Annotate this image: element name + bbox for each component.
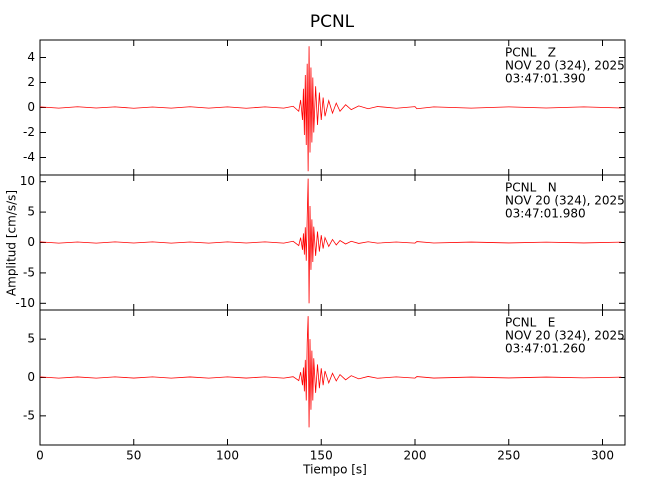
trace-annotation: 03:47:01.980 [505,207,586,221]
x-tick-label: 50 [126,449,141,463]
x-tick-label: 100 [216,449,239,463]
y-tick-label: 0 [27,100,35,114]
y-tick-label: -2 [23,125,35,139]
trace-annotation: PCNL E [505,316,555,330]
y-tick-label: -4 [23,150,35,164]
y-tick-label: -5 [23,408,35,422]
y-tick-label: -5 [23,265,35,279]
trace-annotation: PCNL Z [505,46,556,60]
x-tick-label: 200 [404,449,427,463]
trace-annotation: NOV 20 (324), 2025 [505,194,625,208]
y-tick-label: 5 [27,332,35,346]
x-tick-label: 150 [310,449,333,463]
x-axis-label: Tiempo [s] [302,463,367,477]
trace-annotation: PCNL N [505,181,557,195]
y-tick-label: 0 [27,370,35,384]
trace-annotation: 03:47:01.260 [505,342,586,356]
waveform [39,178,622,304]
trace-annotation: 03:47:01.390 [505,72,586,86]
y-tick-label: 0 [27,235,35,249]
waveform [39,46,622,172]
y-tick-label: -10 [15,296,35,310]
x-tick-label: 250 [497,449,520,463]
chart-title: PCNL [310,12,355,32]
y-tick-label: 4 [27,50,35,64]
y-tick-label: 10 [20,174,35,188]
y-tick-label: 2 [27,75,35,89]
x-tick-label: 0 [36,449,44,463]
y-tick-label: 5 [27,205,35,219]
x-tick-label: 300 [591,449,614,463]
waveform [39,316,622,428]
trace-annotation: NOV 20 (324), 2025 [505,329,625,343]
trace-annotation: NOV 20 (324), 2025 [505,59,625,73]
y-axis-label: Amplitud [cm/s/s] [5,190,19,296]
